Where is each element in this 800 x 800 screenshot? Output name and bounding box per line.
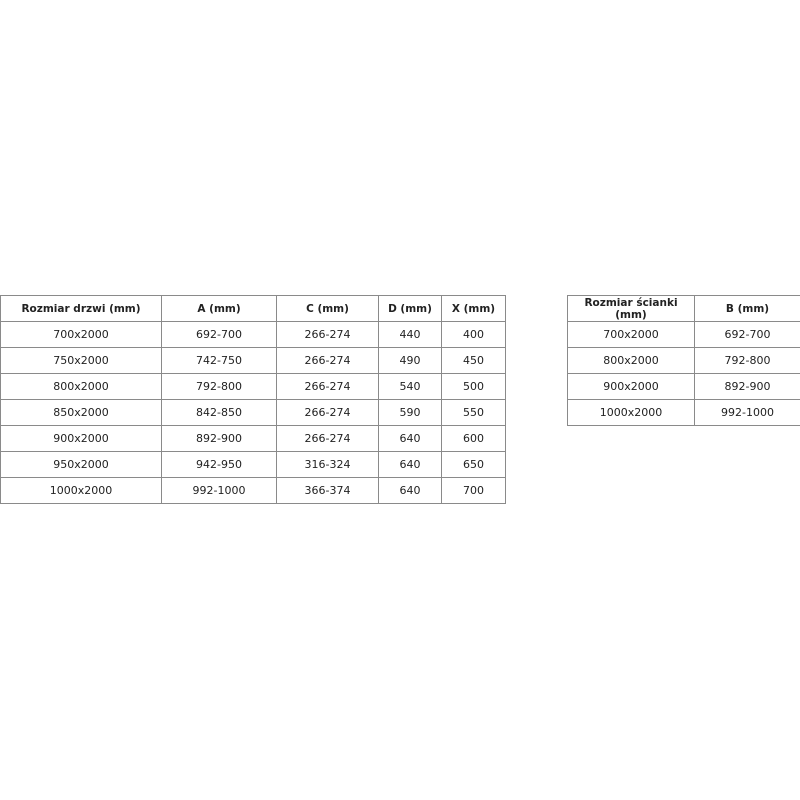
- table-row: 800x2000 792-800 266-274 540 500: [0, 373, 506, 400]
- column-header: Rozmiar ścianki (mm): [567, 295, 695, 322]
- table-row: 800x2000 792-800: [567, 347, 800, 374]
- table-cell: 700: [441, 477, 506, 504]
- table-cell: 266-274: [276, 373, 379, 400]
- table-cell: 440: [378, 321, 442, 348]
- table-cell: 700x2000: [567, 321, 695, 348]
- table-cell: 540: [378, 373, 442, 400]
- door-size-table: Rozmiar drzwi (mm) A (mm) C (mm) D (mm) X (m…: [0, 295, 506, 504]
- table-row: 850x2000 842-850 266-274 590 550: [0, 399, 506, 426]
- table-cell: 792-800: [694, 347, 800, 374]
- table-cell: 640: [378, 477, 442, 504]
- table-cell: 266-274: [276, 425, 379, 452]
- table-cell: 850x2000: [0, 399, 162, 426]
- table-cell: 490: [378, 347, 442, 374]
- column-header: C (mm): [276, 295, 379, 322]
- table-cell: 500: [441, 373, 506, 400]
- table-cell: 266-274: [276, 321, 379, 348]
- table-cell: 992-1000: [161, 477, 277, 504]
- table-cell: 800x2000: [567, 347, 695, 374]
- table-cell: 700x2000: [0, 321, 162, 348]
- column-header: X (mm): [441, 295, 506, 322]
- column-header: D (mm): [378, 295, 442, 322]
- table-cell: 692-700: [694, 321, 800, 348]
- table-cell: 892-900: [161, 425, 277, 452]
- table-row: 1000x2000 992-1000 366-374 640 700: [0, 477, 506, 504]
- table-cell: 266-274: [276, 399, 379, 426]
- column-header: Rozmiar drzwi (mm): [0, 295, 162, 322]
- wall-size-table: Rozmiar ścianki (mm) B (mm) 700x2000 692-7…: [567, 295, 800, 426]
- table-cell: 590: [378, 399, 442, 426]
- table-cell: 842-850: [161, 399, 277, 426]
- table-row: 700x2000 692-700: [567, 321, 800, 348]
- table-cell: 650: [441, 451, 506, 478]
- table-header-row: Rozmiar ścianki (mm) B (mm): [567, 295, 800, 322]
- table-cell: 950x2000: [0, 451, 162, 478]
- table-cell: 750x2000: [0, 347, 162, 374]
- table-cell: 800x2000: [0, 373, 162, 400]
- table-row: 700x2000 692-700 266-274 440 400: [0, 321, 506, 348]
- table-cell: 792-800: [161, 373, 277, 400]
- table-cell: 992-1000: [694, 399, 800, 426]
- table-cell: 266-274: [276, 347, 379, 374]
- table-row: 900x2000 892-900: [567, 373, 800, 400]
- table-cell: 316-324: [276, 451, 379, 478]
- table-cell: 742-750: [161, 347, 277, 374]
- table-cell: 892-900: [694, 373, 800, 400]
- column-header: B (mm): [694, 295, 800, 322]
- table-cell: 600: [441, 425, 506, 452]
- table-row: 750x2000 742-750 266-274 490 450: [0, 347, 506, 374]
- table-cell: 1000x2000: [0, 477, 162, 504]
- table-cell: 550: [441, 399, 506, 426]
- table-cell: 1000x2000: [567, 399, 695, 426]
- table-cell: 400: [441, 321, 506, 348]
- table-cell: 900x2000: [567, 373, 695, 400]
- table-cell: 640: [378, 425, 442, 452]
- table-row: 950x2000 942-950 316-324 640 650: [0, 451, 506, 478]
- table-row: 900x2000 892-900 266-274 640 600: [0, 425, 506, 452]
- column-header: A (mm): [161, 295, 277, 322]
- table-header-row: Rozmiar drzwi (mm) A (mm) C (mm) D (mm) X (m…: [0, 295, 506, 322]
- table-cell: 366-374: [276, 477, 379, 504]
- table-cell: 900x2000: [0, 425, 162, 452]
- table-cell: 692-700: [161, 321, 277, 348]
- table-cell: 942-950: [161, 451, 277, 478]
- table-cell: 640: [378, 451, 442, 478]
- table-cell: 450: [441, 347, 506, 374]
- table-row: 1000x2000 992-1000: [567, 399, 800, 426]
